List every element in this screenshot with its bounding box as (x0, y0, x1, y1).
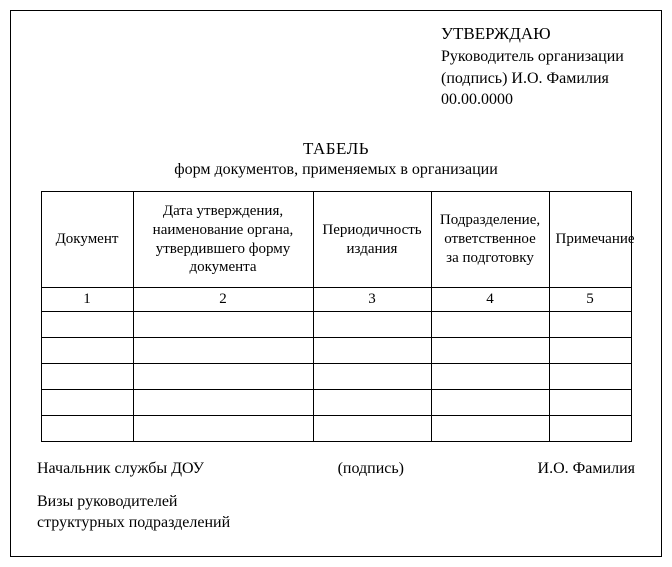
table-cell (41, 415, 133, 441)
approval-line-1: Руководитель организации (441, 46, 661, 68)
table-cell (41, 389, 133, 415)
outer-frame: УТВЕРЖДАЮ Руководитель организации (подп… (10, 10, 662, 557)
table-number-cell: 5 (549, 288, 631, 312)
table-row (41, 415, 631, 441)
table-header-cell: Документ (41, 192, 133, 288)
table-row (41, 363, 631, 389)
table-cell (133, 363, 313, 389)
table-cell (313, 363, 431, 389)
table-cell (133, 389, 313, 415)
table-body: 1 2 3 4 5 (41, 288, 631, 442)
table-cell (41, 311, 133, 337)
table-cell (549, 415, 631, 441)
table-number-cell: 2 (133, 288, 313, 312)
table-header-row: Документ Дата утверждения, наименование … (41, 192, 631, 288)
visas-line-2: структурных подразделений (37, 513, 639, 534)
table-cell (549, 311, 631, 337)
table-cell (549, 363, 631, 389)
table-cell (41, 337, 133, 363)
visas-line-1: Визы руководителей (37, 492, 639, 513)
table-cell (549, 337, 631, 363)
table-cell (133, 311, 313, 337)
document-page: УТВЕРЖДАЮ Руководитель организации (подп… (0, 0, 672, 567)
visas-block: Визы руководителей структурных подраздел… (37, 492, 639, 534)
document-subtitle: форм документов, применяемых в организац… (33, 161, 639, 179)
table-cell (133, 415, 313, 441)
table-cell (313, 389, 431, 415)
table-cell (313, 337, 431, 363)
forms-table: Документ Дата утверждения, наименование … (41, 191, 632, 442)
signature-name: И.О. Фамилия (538, 460, 635, 478)
approval-line-3: 00.00.0000 (441, 89, 661, 111)
table-cell (431, 415, 549, 441)
approval-block: УТВЕРЖДАЮ Руководитель организации (подп… (441, 23, 661, 111)
table-cell (431, 311, 549, 337)
signature-line: Начальник службы ДОУ (подпись) И.О. Фами… (37, 460, 635, 478)
table-header-cell: Периодичность издания (313, 192, 431, 288)
table-number-row: 1 2 3 4 5 (41, 288, 631, 312)
table-number-cell: 1 (41, 288, 133, 312)
table-header-cell: Примечание (549, 192, 631, 288)
table-cell (41, 363, 133, 389)
approval-line-2: (подпись) И.О. Фамилия (441, 68, 661, 90)
table-header-cell: Дата утверждения, наименование органа, у… (133, 192, 313, 288)
signature-placeholder: (подпись) (338, 460, 404, 478)
table-header-cell: Подразделение, ответственное за подготов… (431, 192, 549, 288)
table-cell (549, 389, 631, 415)
table-number-cell: 3 (313, 288, 431, 312)
table-cell (133, 337, 313, 363)
table-row (41, 311, 631, 337)
table-number-cell: 4 (431, 288, 549, 312)
signature-role: Начальник службы ДОУ (37, 460, 204, 478)
table-cell (313, 311, 431, 337)
table-row (41, 337, 631, 363)
approval-title: УТВЕРЖДАЮ (441, 23, 661, 46)
document-title: ТАБЕЛЬ (33, 139, 639, 159)
table-cell (313, 415, 431, 441)
table-cell (431, 363, 549, 389)
table-cell (431, 337, 549, 363)
table-cell (431, 389, 549, 415)
table-row (41, 389, 631, 415)
